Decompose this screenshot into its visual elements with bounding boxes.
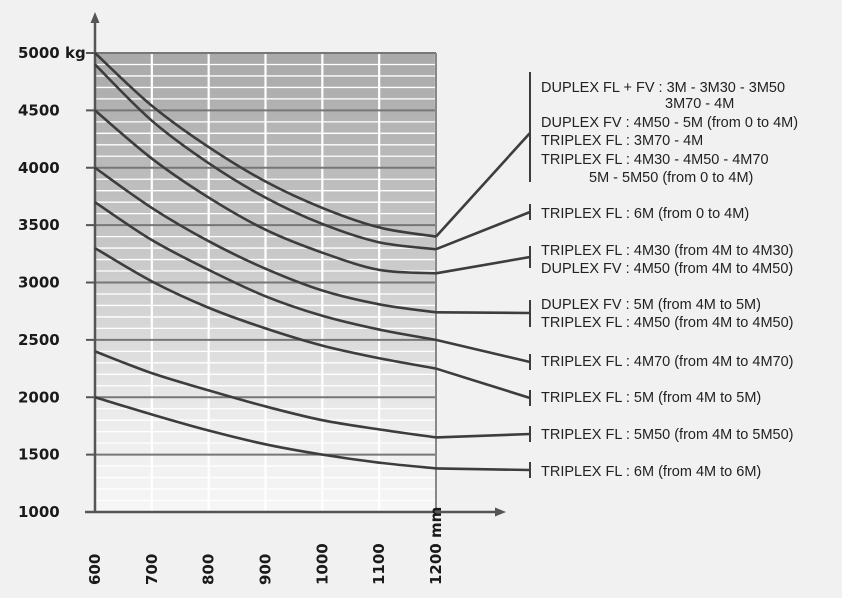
series-line xyxy=(94,166,437,314)
y-axis-arrow xyxy=(90,12,100,23)
major-grid xyxy=(95,52,437,512)
leader-line xyxy=(435,132,531,238)
annotation-line: TRIPLEX FL : 4M70 (from 4M to 4M70) xyxy=(541,354,793,370)
leader-line xyxy=(435,367,531,400)
annotation-line: DUPLEX FV : 5M (from 4M to 5M) xyxy=(541,297,761,313)
x-tick-label: 1000 xyxy=(313,543,331,585)
x-tick-label: 700 xyxy=(143,554,161,585)
annotation-line: DUPLEX FL + FV : 3M - 3M30 - 3M50 xyxy=(541,80,785,96)
annotation-line: TRIPLEX FL : 5M50 (from 4M to 5M50) xyxy=(541,427,793,443)
y-tick-label: 1500 xyxy=(18,446,60,464)
leader-line xyxy=(435,255,531,275)
x-tick-label: 600 xyxy=(86,554,104,585)
annotation-line: TRIPLEX FL : 6M (from 0 to 4M) xyxy=(541,206,749,222)
y-tick-label: 5000 kg xyxy=(18,44,86,62)
series-line xyxy=(94,246,437,370)
annotation-line: TRIPLEX FL : 5M (from 4M to 5M) xyxy=(541,390,761,406)
annotation-line: 5M - 5M50 (from 0 to 4M) xyxy=(589,170,753,186)
annotation-line: TRIPLEX FL : 4M30 - 4M50 - 4M70 xyxy=(541,152,769,168)
annotation-line: TRIPLEX FL : 4M50 (from 4M to 4M50) xyxy=(541,315,793,331)
y-tick-label: 3500 xyxy=(18,216,60,234)
x-tick-label: 800 xyxy=(200,554,218,585)
x-tick-labels: 600 700 800 900 1000 1100 1200 mm xyxy=(86,507,445,585)
y-tick-label: 1000 xyxy=(18,503,60,521)
x-tick-label: 900 xyxy=(257,554,275,585)
series-line xyxy=(94,396,437,470)
leader-line xyxy=(435,432,531,439)
annotation-line: TRIPLEX FL : 6M (from 4M to 6M) xyxy=(541,464,761,480)
y-tick-labels: 5000 kg 4500 4000 3500 3000 2500 2000 1500 1000 xyxy=(18,44,86,521)
y-tick-label: 2500 xyxy=(18,331,60,349)
x-tick-label: 1100 xyxy=(370,543,388,585)
annotation-line: DUPLEX FV : 4M50 (from 4M to 4M50) xyxy=(541,261,793,277)
annotation-line: 3M70 - 4M xyxy=(665,96,734,112)
leader-line xyxy=(435,338,531,364)
series-line xyxy=(94,350,437,439)
leader-line xyxy=(435,210,531,251)
axes xyxy=(85,12,506,517)
x-tick-label: 1200 mm xyxy=(427,507,445,585)
x-axis-arrow xyxy=(495,507,506,517)
annotation-line: TRIPLEX FL : 4M30 (from 4M to 4M30) xyxy=(541,243,793,259)
y-tick-label: 4000 xyxy=(18,159,60,177)
annotation-line: DUPLEX FV : 4M50 - 5M (from 0 to 4M) xyxy=(541,115,798,131)
leader-line xyxy=(435,467,531,472)
series-lines xyxy=(94,52,437,470)
leader-lines xyxy=(435,72,531,478)
series-line xyxy=(94,109,437,275)
annotation-line: TRIPLEX FL : 3M70 - 4M xyxy=(541,133,703,149)
y-tick-label: 3000 xyxy=(18,274,60,292)
series-line xyxy=(94,201,437,342)
series-line xyxy=(94,52,437,238)
y-tick-label: 4500 xyxy=(18,101,60,119)
y-tick-label: 2000 xyxy=(18,388,60,406)
leader-line xyxy=(435,311,531,315)
series-line xyxy=(94,63,437,251)
